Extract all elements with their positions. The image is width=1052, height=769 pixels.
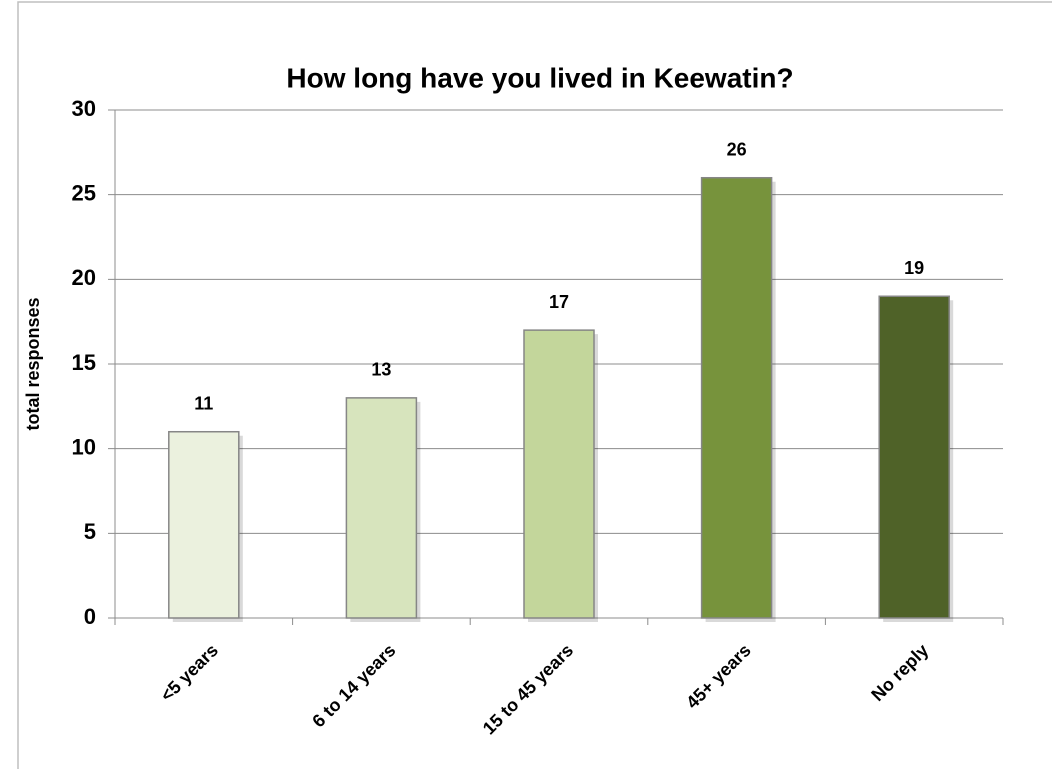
bar: [878, 295, 950, 619]
y-tick-label: 5: [84, 519, 96, 544]
chart-title: How long have you lived in Keewatin?: [286, 62, 793, 93]
y-axis-label: total responses: [23, 297, 43, 430]
y-tick-label: 20: [72, 265, 96, 290]
bar: [700, 176, 773, 619]
y-tick-label: 10: [72, 434, 96, 459]
data-label: 17: [549, 292, 569, 312]
data-label: 13: [371, 360, 391, 380]
y-tick-label: 0: [84, 604, 96, 629]
bar: [168, 430, 240, 619]
y-tick-label: 30: [72, 96, 96, 121]
data-label: 11: [194, 393, 213, 413]
y-tick-label: 25: [72, 180, 96, 205]
data-label: 26: [727, 139, 747, 159]
bar: [345, 397, 418, 619]
bar: [523, 329, 595, 619]
y-tick-label: 15: [72, 350, 96, 375]
data-label: 19: [904, 258, 924, 278]
